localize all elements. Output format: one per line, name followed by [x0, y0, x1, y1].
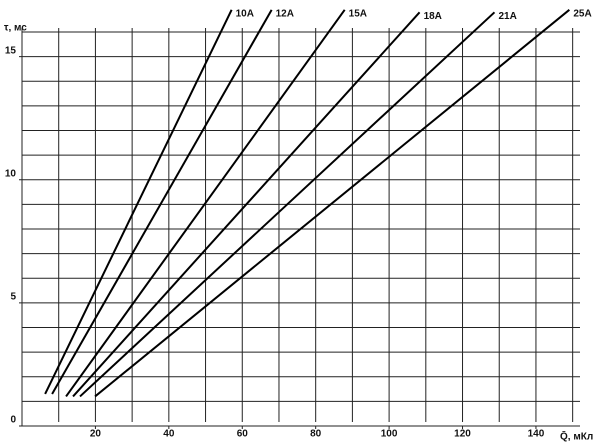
x-tick-label: 100	[381, 429, 398, 440]
line-label: 10A	[236, 8, 254, 19]
line-label: 15A	[349, 8, 367, 19]
y-tick-label: 15	[5, 45, 17, 56]
series-line	[65, 9, 346, 398]
x-tick-label: 140	[528, 429, 545, 440]
x-axis-label: Q̄, мКл	[560, 430, 593, 442]
x-tick-label: 80	[310, 429, 322, 440]
x-tick-label: 40	[163, 429, 175, 440]
x-tick-label: 20	[90, 429, 102, 440]
x-tick-label: 60	[237, 429, 249, 440]
x-tick-label: 120	[454, 429, 471, 440]
line-label: 25A	[573, 8, 591, 19]
y-tick-label: 0	[10, 415, 16, 426]
y-tick-label: 5	[10, 292, 16, 303]
series-line	[44, 9, 233, 395]
line-label: 21A	[498, 11, 516, 22]
y-axis-label: τ, мс	[4, 23, 27, 34]
line-label: 12A	[276, 8, 294, 19]
series-line	[94, 9, 570, 398]
series-line	[79, 11, 496, 398]
series-line	[72, 11, 421, 398]
line-label: 18A	[424, 11, 442, 22]
y-tick-label: 10	[5, 168, 17, 179]
series-line	[51, 9, 273, 395]
